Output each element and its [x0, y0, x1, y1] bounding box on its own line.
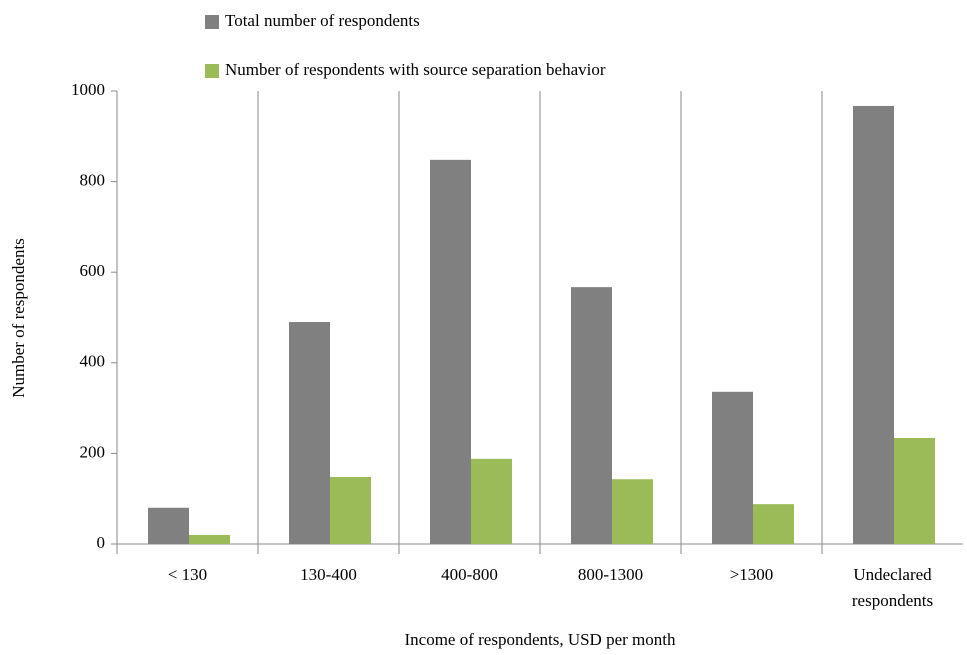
legend-swatch — [205, 64, 219, 78]
bar — [289, 322, 330, 544]
x-tick-label: < 130 — [167, 565, 208, 584]
bar — [148, 507, 189, 544]
legend-label: Number of respondents with source separa… — [225, 60, 606, 79]
bar — [330, 476, 371, 544]
x-tick-label: 800-1300 — [577, 565, 644, 584]
y-tick-label: 1000 — [71, 80, 105, 99]
bar — [612, 479, 653, 544]
x-tick-label: >1300 — [729, 565, 774, 584]
bar — [753, 504, 794, 544]
x-tick-label: Undeclared respondents — [851, 565, 934, 610]
bar — [571, 287, 612, 544]
x-axis-title: Income of respondents, USD per month — [404, 630, 676, 649]
legend-swatch — [205, 15, 219, 29]
y-axis-title: Number of respondents — [9, 238, 28, 398]
bar — [430, 159, 471, 544]
bar — [712, 391, 753, 544]
bar — [853, 105, 894, 544]
bar — [471, 458, 512, 544]
x-tick-label: 400-800 — [441, 565, 498, 584]
bar — [894, 437, 935, 544]
legend-label: Total number of respondents — [225, 11, 420, 30]
y-tick-label: 400 — [80, 352, 106, 371]
y-tick-label: 0 — [97, 533, 106, 552]
y-tick-label: 600 — [80, 261, 106, 280]
y-tick-label: 200 — [80, 442, 106, 461]
y-tick-label: 800 — [80, 171, 106, 190]
bar — [189, 534, 230, 544]
x-tick-label: 130-400 — [300, 565, 357, 584]
